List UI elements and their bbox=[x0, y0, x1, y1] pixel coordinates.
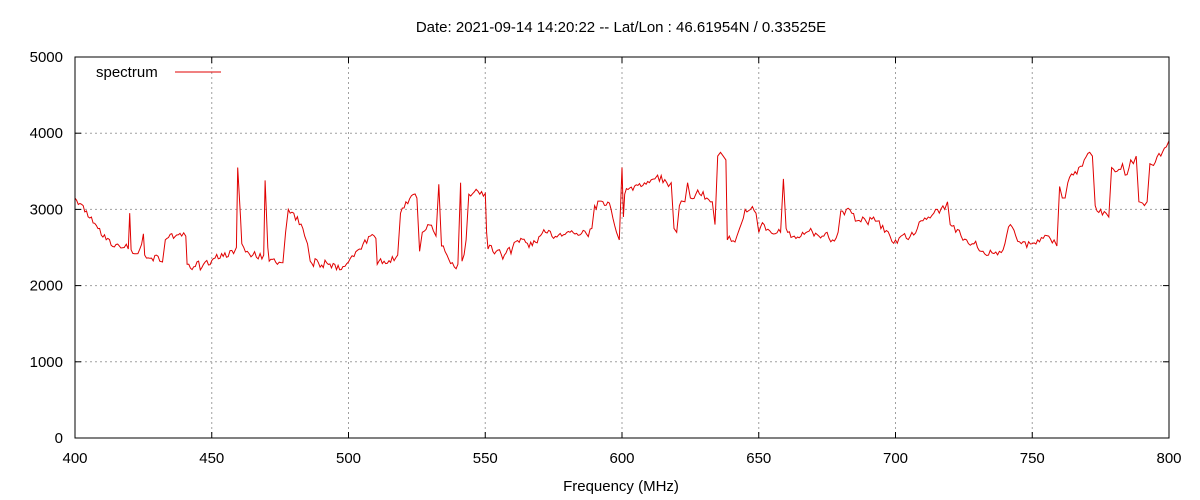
y-tick-label: 0 bbox=[55, 430, 63, 447]
chart-title: Date: 2021-09-14 14:20:22 -- Lat/Lon : 4… bbox=[416, 19, 826, 36]
y-tick-labels: 0 1000 2000 3000 4000 5000 bbox=[30, 49, 63, 447]
x-tick-label: 450 bbox=[199, 450, 224, 467]
x-tick-label: 600 bbox=[609, 450, 634, 467]
y-tick-label: 5000 bbox=[30, 49, 63, 66]
x-tick-label: 700 bbox=[883, 450, 908, 467]
x-tick-label: 800 bbox=[1156, 450, 1181, 467]
x-axis-label: Frequency (MHz) bbox=[563, 478, 679, 495]
x-tick-labels: 400 450 500 550 600 650 700 750 800 bbox=[62, 450, 1181, 467]
y-tick-label: 4000 bbox=[30, 125, 63, 142]
grid bbox=[75, 57, 1169, 438]
x-tick-label: 750 bbox=[1020, 450, 1045, 467]
x-tick-label: 400 bbox=[62, 450, 87, 467]
axis-ticks bbox=[74, 56, 1170, 439]
y-tick-label: 2000 bbox=[30, 278, 63, 295]
legend-label: spectrum bbox=[96, 64, 158, 81]
series-layer bbox=[74, 140, 1170, 272]
y-tick-label: 1000 bbox=[30, 354, 63, 371]
x-tick-label: 550 bbox=[473, 450, 498, 467]
x-tick-label: 500 bbox=[336, 450, 361, 467]
series-line-spectrum bbox=[74, 140, 1170, 272]
y-tick-label: 3000 bbox=[30, 201, 63, 218]
legend: spectrum bbox=[96, 64, 221, 81]
x-tick-label: 650 bbox=[746, 450, 771, 467]
